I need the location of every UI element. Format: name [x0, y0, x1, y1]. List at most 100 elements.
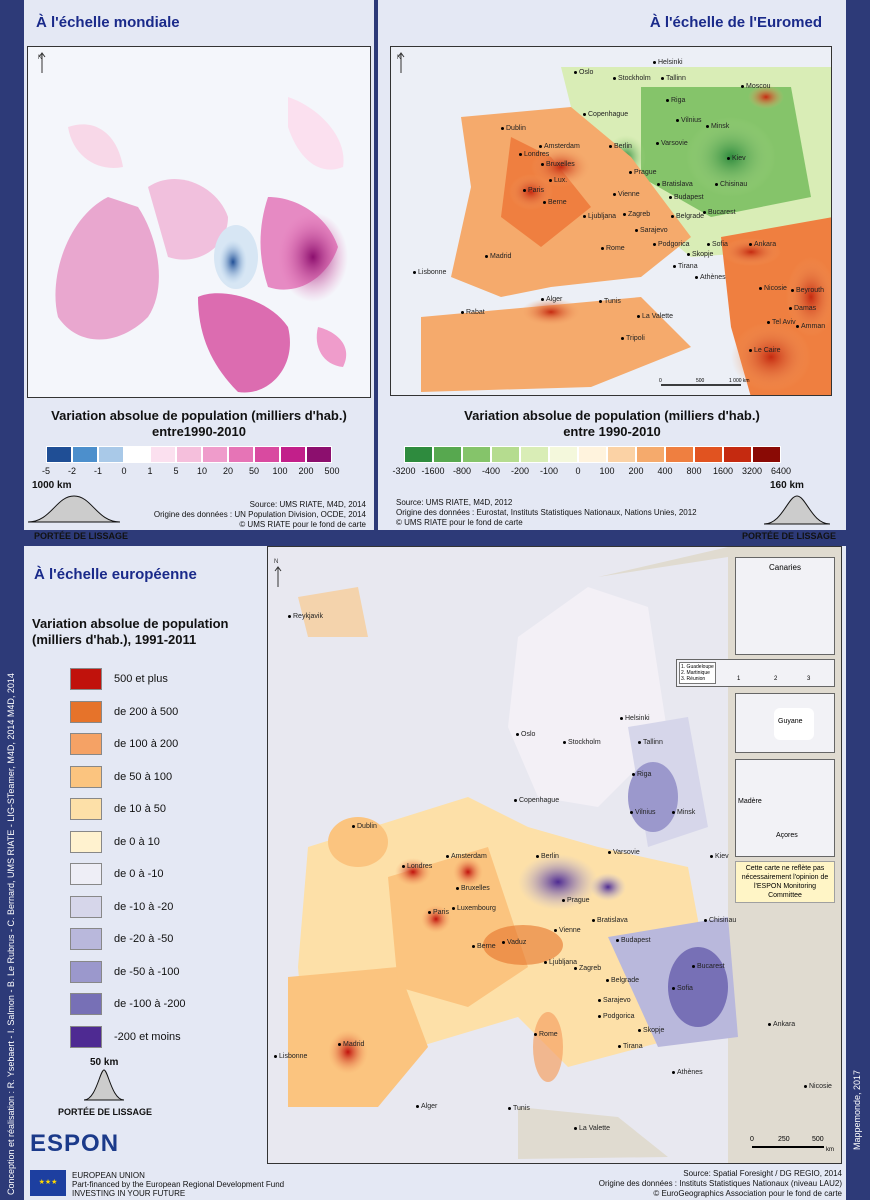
europe-legend-row: de 10 à 50 [70, 798, 166, 820]
euromed-city-label: Damas [789, 305, 816, 312]
inset-guyane: Guyane [735, 693, 835, 753]
euromed-scale-500: 500 [696, 378, 705, 384]
euromed-city-label: Rabat [461, 309, 485, 316]
europe-city-label: Lisbonne [274, 1053, 307, 1060]
europe-legend-row: de 50 à 100 [70, 765, 173, 788]
world-title: À l'échelle mondiale [36, 14, 180, 31]
europe-smoothing-bell [83, 1069, 125, 1101]
inset-2-number: 2 [774, 676, 778, 682]
legend-label: de 200 à 500 [114, 705, 179, 718]
world-scale-ticks: -5 -2 -1 0 1 5 10 20 50 100 200 500 [42, 466, 340, 478]
legend-swatch [70, 895, 102, 918]
scale-tick: 20 [222, 466, 234, 476]
euromed-source-1: Source: UMS RIATE, M4D, 2012 [396, 498, 513, 507]
euromed-city-label: Vienne [613, 191, 640, 198]
scale-tick: 500 [324, 466, 340, 476]
scale-tick: 100 [599, 466, 615, 476]
europe-city-label: Vienne [554, 927, 581, 934]
europe-city-label: Prague [562, 897, 590, 904]
europe-city-label: Rome [534, 1031, 558, 1038]
scale-swatch [636, 446, 665, 463]
scale-tick: 0 [575, 466, 581, 476]
disclaimer-box: Cette carte ne reflète pas nécessairemen… [735, 861, 835, 903]
europe-source-2: Origine des données : Instituts Statisti… [598, 1179, 842, 1188]
europe-city-label: Sarajevo [598, 997, 631, 1004]
scale-swatch [124, 446, 150, 463]
europe-source-1: Source: Spatial Foresight / DG REGIO, 20… [683, 1169, 842, 1178]
euromed-city-label: Rome [601, 245, 625, 252]
scale-swatch [404, 446, 433, 463]
world-smoothing-label: PORTÉE DE LISSAGE [34, 531, 129, 541]
scale-swatch [549, 446, 578, 463]
scale-swatch [723, 446, 752, 463]
scale-tick: 10 [196, 466, 208, 476]
scale-swatch [150, 446, 176, 463]
scale-tick: -2 [67, 466, 77, 476]
europe-scale-250: 250 [778, 1136, 790, 1143]
legend-label: de 50 à 100 [114, 770, 173, 783]
euromed-city-label: Tel Aviv [767, 319, 796, 326]
scale-swatch [520, 446, 549, 463]
europe-legend-row: de 100 à 200 [70, 733, 178, 755]
euromed-city-label: Prague [629, 169, 657, 176]
legend-swatch [70, 668, 102, 690]
europe-city-label: Sofia [672, 985, 693, 992]
euromed-city-label: Dublin [501, 125, 526, 132]
legend-swatch [70, 928, 102, 950]
euromed-city-label: Athènes [695, 274, 726, 281]
euromed-panel: À l'échelle de l'Euromed N [378, 0, 846, 541]
euromed-city-label: Nicosie [759, 285, 787, 292]
europe-panel: À l'échelle européenne Variation absolue… [24, 546, 846, 1200]
euromed-city-label: Beyrouth [791, 287, 824, 294]
europe-legend-row: de 0 à 10 [70, 830, 160, 853]
euromed-city-label: Minsk [706, 123, 729, 130]
scale-tick: 0 [121, 466, 127, 476]
europe-legend-row: de -10 à -20 [70, 895, 173, 918]
scale-swatch [176, 446, 202, 463]
europe-city-label: Athènes [672, 1069, 703, 1076]
europe-city-label: Copenhague [514, 797, 559, 804]
euromed-color-scale [404, 446, 781, 463]
europe-city-label: Tunis [508, 1105, 530, 1112]
scale-tick: 6400 [770, 466, 792, 476]
europe-city-label: Ankara [768, 1021, 795, 1028]
euromed-city-label: Copenhague [583, 111, 628, 118]
euromed-city-label: Belgrade [671, 213, 704, 220]
europe-city-label: Madrid [338, 1041, 364, 1048]
euromed-city-label: Amsterdam [539, 143, 580, 150]
euromed-city-label: Bruxelles [541, 161, 575, 168]
inset-dom: 1. Guadeloupe 2. Martinique 3. Réunion 1… [676, 659, 835, 687]
scale-tick: -400 [481, 466, 501, 476]
scale-swatch [694, 446, 723, 463]
espon-logo-text: ESPON [30, 1130, 120, 1157]
scale-tick: 800 [686, 466, 702, 476]
scale-tick: 1600 [712, 466, 734, 476]
scale-swatch [46, 446, 72, 463]
europe-city-label: Chisinau [704, 917, 736, 924]
svg-text:N: N [38, 55, 42, 61]
europe-city-label: Ljubljana [544, 959, 577, 966]
euromed-scale-1000: 1 000 km [729, 378, 750, 384]
legend-swatch [70, 1025, 102, 1048]
euromed-city-label: Kiev [727, 155, 746, 162]
scale-tick: -5 [41, 466, 51, 476]
europe-source-3: © EuroGeographics Association pour le fo… [653, 1189, 842, 1198]
scale-swatch [607, 446, 636, 463]
inset-canaries: Canaries [735, 557, 835, 655]
europe-city-label: La Valette [574, 1125, 610, 1132]
scale-swatch [98, 446, 124, 463]
inset-madere-acores: Madère Açores [735, 759, 835, 857]
scale-tick: 50 [248, 466, 260, 476]
euromed-city-label: Berlin [609, 143, 632, 150]
euromed-city-label: Riga [666, 97, 685, 104]
europe-city-label: Budapest [616, 937, 651, 944]
inset-guyane-label: Guyane [778, 718, 803, 725]
europe-city-label: Vilnius [630, 809, 656, 816]
europe-city-label: Minsk [672, 809, 695, 816]
legend-label: de 0 à -10 [114, 868, 164, 880]
europe-city-label: Nicosie [804, 1083, 832, 1090]
scale-tick: -3200 [392, 466, 416, 476]
legend-label: de 10 à 50 [114, 803, 166, 815]
europe-city-label: Riga [632, 771, 651, 778]
euromed-city-label: Amman [796, 323, 825, 330]
